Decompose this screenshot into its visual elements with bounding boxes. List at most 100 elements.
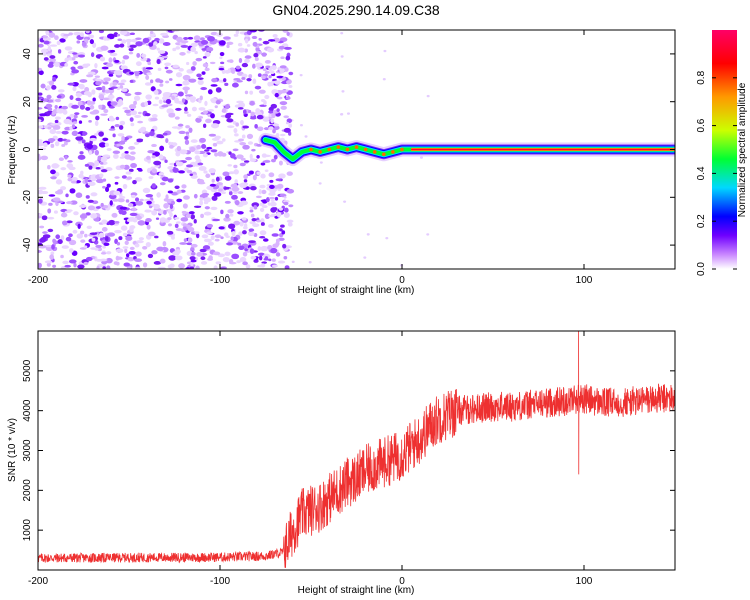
- noise-speck: [64, 63, 69, 67]
- noise-speck: [38, 107, 43, 110]
- noise-speck: [165, 69, 173, 74]
- noise-speck: [92, 97, 96, 102]
- noise-speck: [251, 148, 256, 152]
- noise-speck: [157, 50, 166, 54]
- noise-speck: [190, 42, 198, 47]
- noise-speck: [286, 171, 293, 176]
- noise-speck: [175, 46, 181, 50]
- noise-speck: [239, 162, 246, 167]
- noise-speck: [242, 125, 250, 129]
- noise-speck: [44, 260, 53, 264]
- noise-speck: [270, 213, 277, 217]
- noise-speck: [52, 264, 57, 268]
- noise-speck: [121, 88, 128, 92]
- signal-hotspot: [309, 147, 313, 152]
- noise-speck: [69, 113, 75, 118]
- noise-speck: [146, 224, 151, 230]
- noise-speck: [134, 177, 143, 182]
- noise-speck: [52, 197, 61, 202]
- noise-speck: [231, 230, 236, 237]
- noise-speck: [153, 203, 160, 210]
- noise-speck: [278, 160, 283, 166]
- noise-speck: [236, 100, 244, 104]
- noise-speck: [260, 222, 265, 226]
- noise-speck: [73, 211, 79, 216]
- signal-hotspot: [318, 150, 322, 154]
- noise-speck: [167, 264, 173, 269]
- noise-speck: [184, 136, 189, 140]
- spectrogram-noise: [38, 30, 430, 269]
- noise-speck: [175, 83, 183, 87]
- noise-speck: [61, 105, 68, 110]
- noise-speck: [48, 202, 53, 206]
- snr-panel: -200 -100 0 100 1000 2000 3000 4000 5000 Height…: [7, 330, 676, 596]
- noise-speck: [175, 221, 181, 224]
- noise-speck: [235, 65, 241, 70]
- noise-speck: [102, 178, 107, 182]
- noise-speck: [271, 264, 278, 268]
- noise-speck: [157, 67, 162, 71]
- noise-speck: [286, 188, 295, 194]
- noise-speck: [58, 157, 64, 161]
- noise-speck: [64, 155, 68, 160]
- noise-speck: [185, 125, 190, 129]
- noise-speck: [182, 203, 188, 209]
- noise-speck: [130, 151, 136, 155]
- noise-speck: [128, 146, 136, 150]
- noise-speck: [106, 148, 112, 151]
- noise-speck: [121, 39, 127, 44]
- noise-speck: [86, 225, 93, 229]
- noise-speck: [38, 43, 44, 48]
- noise-speck: [227, 68, 231, 74]
- noise-speck: [164, 62, 172, 66]
- noise-speck: [124, 248, 128, 253]
- noise-speck: [84, 163, 90, 167]
- noise-speck: [228, 259, 234, 264]
- noise-speck: [88, 150, 93, 155]
- noise-speck: [229, 59, 234, 63]
- noise-speck: [65, 193, 69, 198]
- noise-speck: [206, 223, 213, 228]
- noise-speck: [132, 180, 137, 185]
- noise-speck: [152, 103, 159, 107]
- noise-speck: [129, 117, 134, 122]
- signal-hotspot: [327, 147, 332, 152]
- noise-speck: [106, 183, 111, 188]
- noise-speck: [103, 36, 108, 41]
- noise-speck: [77, 65, 84, 70]
- noise-speck: [162, 42, 171, 46]
- noise-speck: [239, 182, 248, 189]
- noise-speck: [154, 164, 160, 168]
- noise-speck: [205, 173, 211, 178]
- noise-speck: [230, 153, 236, 159]
- noise-speck: [100, 165, 104, 169]
- noise-speck: [268, 110, 274, 114]
- noise-speck: [149, 130, 155, 137]
- noise-speck: [227, 164, 232, 167]
- noise-speck: [187, 113, 192, 117]
- noise-speck: [202, 56, 207, 59]
- noise-speck: [177, 123, 184, 127]
- noise-speck: [144, 209, 150, 213]
- noise-speck: [207, 108, 214, 112]
- noise-speck: [90, 213, 98, 219]
- noise-speck: [47, 126, 52, 130]
- noise-speck: [129, 212, 138, 217]
- noise-speck: [115, 70, 123, 76]
- noise-speck: [213, 265, 218, 269]
- noise-speck: [278, 207, 284, 211]
- noise-speck: [224, 82, 229, 87]
- noise-speck: [151, 250, 158, 255]
- noise-speck: [269, 201, 277, 207]
- noise-speck: [127, 203, 134, 208]
- noise-speck: [234, 133, 239, 137]
- noise-speck: [42, 231, 48, 234]
- noise-speck: [260, 245, 269, 252]
- noise-speck: [175, 255, 183, 261]
- noise-speck: [135, 240, 144, 244]
- noise-speck: [256, 126, 264, 132]
- noise-speck: [236, 80, 243, 83]
- noise-speck: [96, 178, 104, 184]
- noise-speck: [199, 37, 205, 41]
- noise-speck: [100, 169, 108, 173]
